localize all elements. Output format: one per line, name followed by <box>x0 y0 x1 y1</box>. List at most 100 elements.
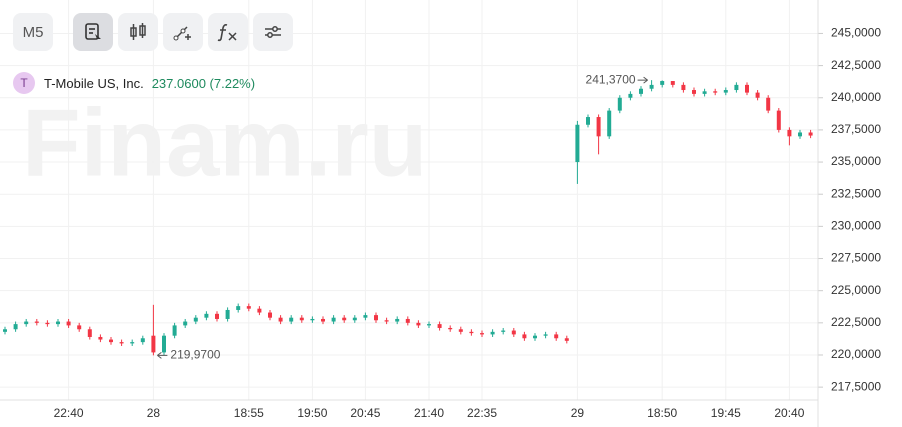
candles-button[interactable] <box>118 13 158 51</box>
x-tick-label: 19:45 <box>711 406 741 420</box>
candle-body <box>310 318 315 321</box>
candle-body <box>607 110 612 137</box>
candle-body <box>427 324 431 326</box>
y-tick-label: 232,5000 <box>831 186 881 200</box>
candle-body <box>3 329 7 332</box>
candle-body <box>586 117 590 125</box>
candle-body <box>543 334 548 336</box>
x-tick-label: 19:50 <box>297 406 327 420</box>
candle-body <box>766 97 771 111</box>
y-tick-label: 227,5000 <box>831 251 881 265</box>
x-tick-label: 28 <box>147 406 161 420</box>
candle-body <box>416 322 421 326</box>
candle-body <box>437 324 442 328</box>
candle-body <box>204 313 209 318</box>
y-tick-label: 245,0000 <box>831 26 881 40</box>
candle-body <box>533 335 537 339</box>
y-tick-label: 230,0000 <box>831 219 881 233</box>
candle-body <box>13 324 18 330</box>
candle-body <box>109 339 113 343</box>
candle-body <box>617 97 622 111</box>
candle-body <box>352 317 357 321</box>
candle-body <box>119 342 124 344</box>
candle-body <box>734 84 739 91</box>
candle-body <box>162 335 166 353</box>
candle-body <box>151 335 156 353</box>
candle-body <box>776 110 781 130</box>
candle-body <box>34 321 39 323</box>
candle-body <box>564 338 569 341</box>
candle-body <box>87 329 92 337</box>
candle-body <box>193 317 198 322</box>
candle-body <box>787 129 792 137</box>
candle-body <box>342 317 347 321</box>
candle-body <box>395 318 400 322</box>
x-tick-label: 21:40 <box>414 406 444 420</box>
candle-body <box>172 325 177 336</box>
candle-body <box>692 90 696 94</box>
min-price-label: 219,9700 <box>170 348 220 362</box>
candle-body <box>405 318 410 323</box>
candle-body <box>278 317 283 322</box>
candle-body <box>639 88 643 94</box>
candle-body <box>268 312 272 318</box>
candle-body <box>289 317 294 322</box>
candle-body <box>713 91 718 93</box>
candle-body <box>522 334 527 339</box>
candle-body <box>384 320 389 322</box>
candle-body <box>257 308 262 313</box>
candle-body <box>98 336 103 340</box>
draw-button[interactable] <box>163 13 203 51</box>
max-price-label: 241,3700 <box>586 72 636 86</box>
x-tick-label: 18:50 <box>647 406 677 420</box>
candle-body <box>56 321 60 325</box>
avatar: T <box>13 72 35 94</box>
candle-body <box>798 132 802 137</box>
y-tick-label: 222,5000 <box>831 315 881 329</box>
candle-body <box>554 334 559 339</box>
y-tick-label: 237,5000 <box>831 122 881 136</box>
candle-body <box>215 313 219 319</box>
settings-button[interactable] <box>253 13 293 51</box>
candle-body <box>45 322 50 325</box>
candle-body <box>299 317 304 321</box>
candle-body <box>66 321 71 326</box>
y-tick-label: 240,0000 <box>831 90 881 104</box>
candle-body <box>628 93 633 98</box>
candle-body <box>225 309 230 319</box>
candle-body <box>670 81 675 85</box>
y-tick-label: 242,5000 <box>831 58 881 72</box>
candle-body <box>596 117 601 137</box>
candle-body <box>480 333 484 335</box>
x-tick-label: 22:35 <box>467 406 497 420</box>
max-price-arrowhead <box>643 76 648 84</box>
candle-body <box>331 317 336 322</box>
candle-body <box>448 327 453 330</box>
x-tick-label: 20:40 <box>774 406 804 420</box>
candle-body <box>702 91 707 94</box>
y-tick-label: 217,5000 <box>831 379 881 393</box>
legend: T T-Mobile US, Inc. 237.0600 (7.22%) <box>13 72 255 94</box>
y-tick-label: 225,0000 <box>831 283 881 297</box>
candle-body <box>183 321 188 326</box>
chart-type-button[interactable] <box>73 13 113 51</box>
candle-body <box>246 306 251 309</box>
candle-body <box>575 124 580 163</box>
candle-body <box>501 330 506 332</box>
candle-body <box>755 92 760 98</box>
candle-body <box>511 330 516 335</box>
candle-body <box>469 331 474 334</box>
y-tick-label: 235,0000 <box>831 154 881 168</box>
min-price-arrowhead <box>157 351 162 359</box>
interval-button[interactable]: M5 <box>13 13 53 51</box>
candle-body <box>363 315 368 318</box>
candle-body <box>77 325 82 330</box>
candle-body <box>130 342 135 344</box>
candle-body <box>24 321 29 325</box>
candle-body <box>374 315 378 321</box>
x-tick-label: 29 <box>571 406 585 420</box>
indicators-button[interactable] <box>208 13 248 51</box>
candle-body <box>808 132 813 136</box>
